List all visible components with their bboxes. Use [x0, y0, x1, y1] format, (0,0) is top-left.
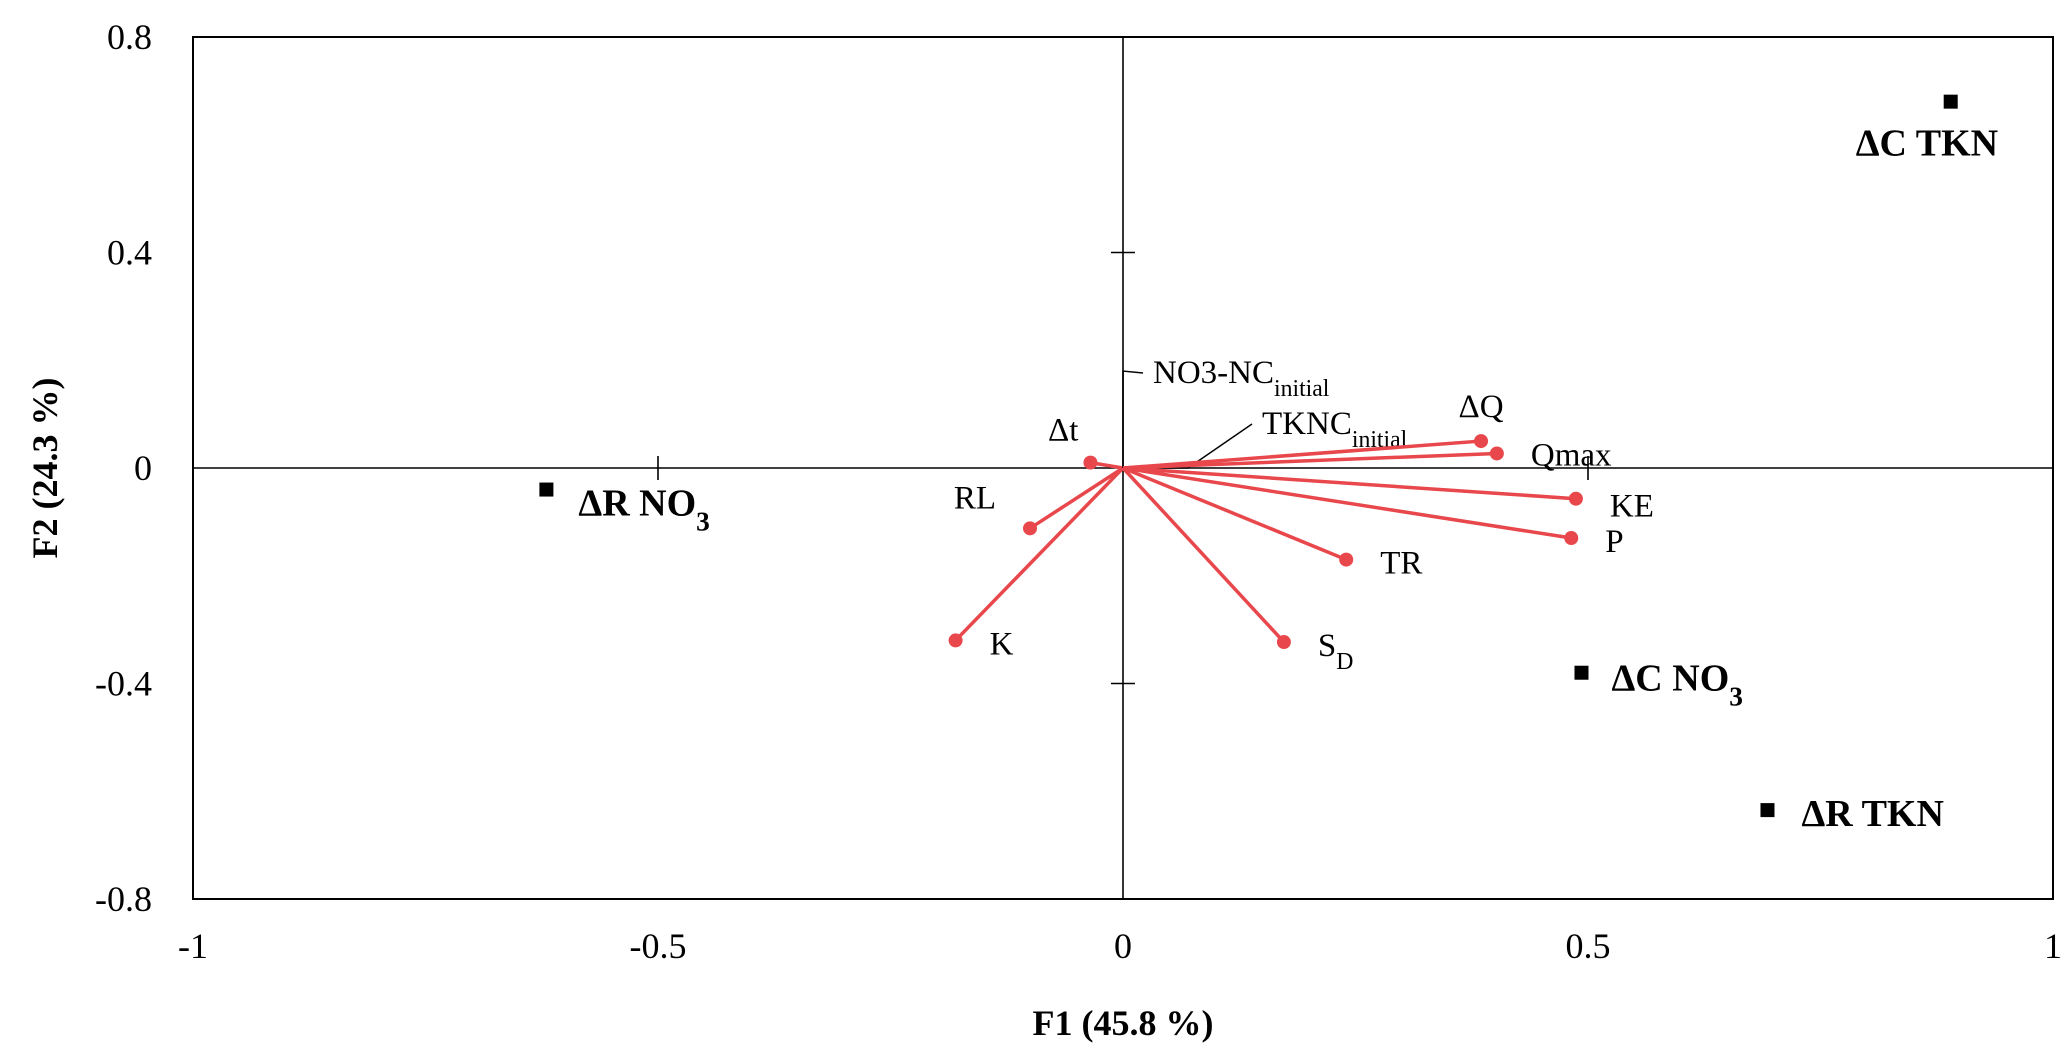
variable-line: [1029, 466, 1124, 530]
variable-vector: KE: [1122, 466, 1654, 525]
x-tick-label: 1: [2044, 926, 2062, 966]
observation-marker: [1574, 665, 1589, 680]
variable-line: [954, 466, 1125, 642]
variable-endpoint: [1339, 552, 1354, 567]
tick-labels: -1 -0.5 0 0.5 1 -0.8 -0.4 0 0.4 0.8: [95, 17, 2062, 966]
variable-label: KE: [1610, 489, 1654, 525]
variable-endpoint: [1276, 635, 1291, 650]
variable-vector: TR: [1122, 466, 1422, 582]
variable-vector: ΔQ: [1122, 389, 1504, 470]
variable-label: TKNCinitial: [1262, 406, 1408, 453]
y-tick-label: 0.8: [107, 17, 152, 57]
variable-line: [1122, 451, 1497, 470]
variable-vector: SD: [1121, 466, 1354, 675]
observation-point: ΔR TKN: [1760, 793, 1944, 835]
variable-vector: NO3-NCinitial: [1122, 355, 1330, 468]
x-tick-label: 0: [1114, 926, 1132, 966]
variable-label: RL: [954, 480, 996, 516]
y-tick-label: -0.4: [95, 664, 152, 704]
variable-label: P: [1605, 524, 1623, 560]
variable-line: [1122, 466, 1572, 540]
observation-points: ΔC TKN ΔR NO3 ΔC NO3 ΔR TKN: [539, 94, 1998, 835]
variable-endpoint: [1568, 491, 1583, 506]
observation-point: ΔC NO3: [1574, 658, 1743, 712]
label-leader-line: [1122, 370, 1144, 374]
variable-line: [1122, 439, 1482, 470]
variable-endpoint: [1083, 455, 1098, 470]
y-tick-label: 0: [134, 448, 152, 488]
observation-marker: [539, 482, 554, 497]
y-axis-title: F2 (24.3 %): [25, 378, 65, 559]
variable-label: Qmax: [1531, 437, 1612, 473]
variable-endpoint: [1023, 521, 1037, 536]
variable-label: TR: [1380, 546, 1422, 582]
variable-label: NO3-NCinitial: [1153, 355, 1330, 402]
x-tick-label: -0.5: [630, 926, 687, 966]
variable-vector: Δt: [1048, 413, 1124, 470]
variable-endpoint: [948, 633, 963, 648]
variable-vector: RL: [954, 466, 1124, 536]
variable-label: Δt: [1048, 413, 1078, 449]
variable-vector: Qmax: [1122, 437, 1612, 473]
variable-line: [1121, 466, 1286, 644]
observation-marker: [1760, 803, 1775, 818]
observation-label: ΔR TKN: [1801, 793, 1943, 835]
observation-label: ΔC TKN: [1856, 123, 1998, 165]
observation-label: ΔR NO3: [578, 483, 709, 537]
variable-vector: K: [948, 466, 1125, 662]
observation-point: ΔC TKN: [1856, 94, 1998, 165]
y-tick-label: 0.4: [107, 233, 152, 273]
observation-label: ΔC NO3: [1611, 658, 1742, 712]
variable-line: [1122, 466, 1347, 562]
variable-endpoint: [1564, 531, 1579, 546]
x-tick-label: 0.5: [1566, 926, 1611, 966]
variable-vector: P: [1122, 466, 1624, 560]
y-tick-label: -0.8: [95, 879, 152, 919]
observation-marker: [1943, 94, 1958, 109]
variable-endpoint: [1474, 434, 1489, 449]
variable-line: [1122, 466, 1577, 501]
x-axis-title: F1 (45.8 %): [1033, 1003, 1214, 1043]
observation-point: ΔR NO3: [539, 482, 710, 537]
variable-endpoint: [1489, 446, 1504, 461]
variable-label: ΔQ: [1459, 389, 1504, 425]
variable-label: K: [990, 626, 1014, 662]
x-tick-label: -1: [178, 926, 208, 966]
variable-label: SD: [1318, 628, 1354, 675]
